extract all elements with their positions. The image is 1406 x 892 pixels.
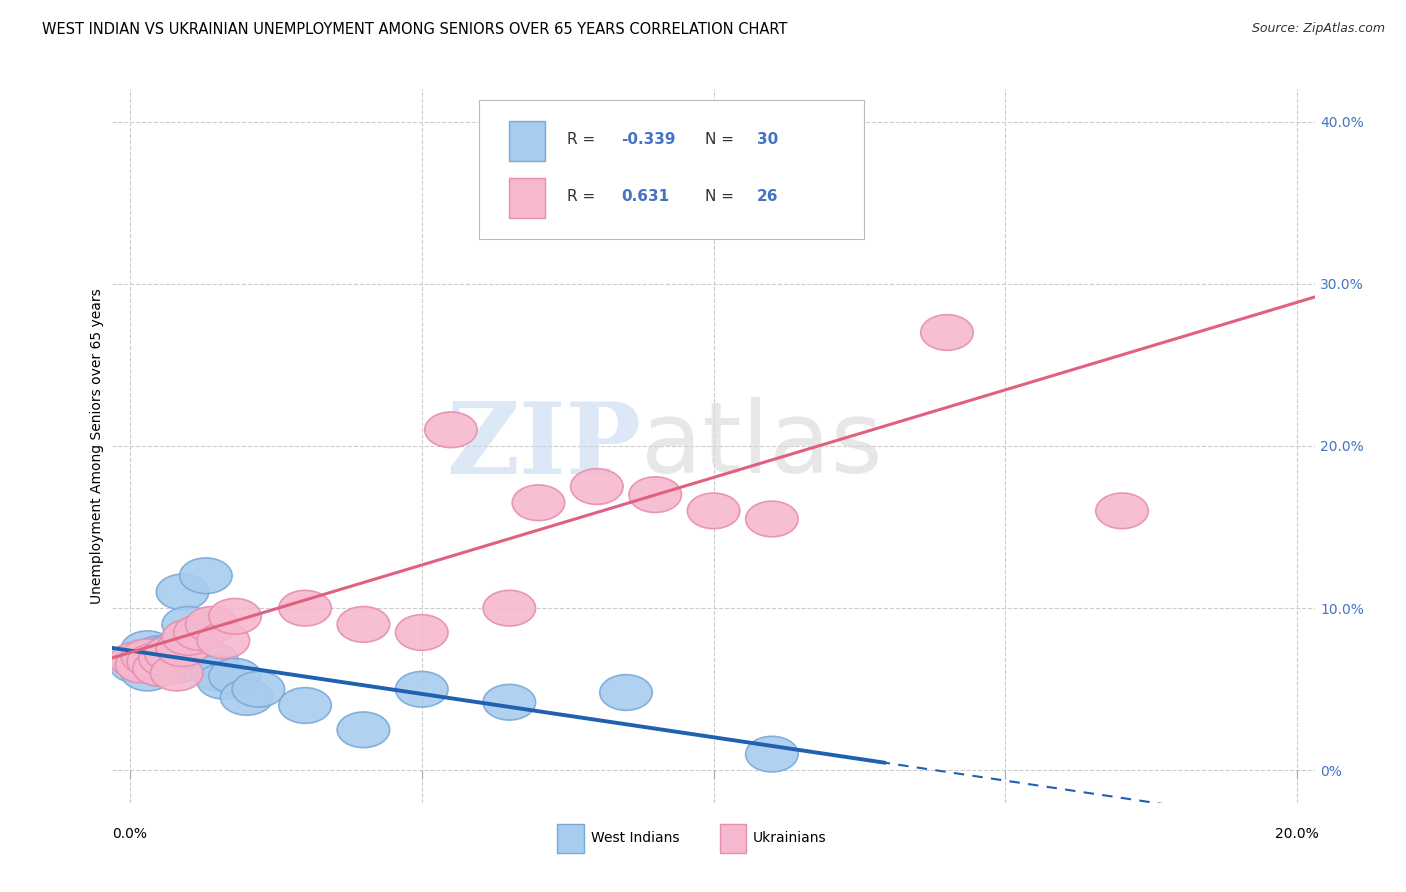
Ellipse shape [278,591,332,626]
Text: N =: N = [706,189,740,203]
Ellipse shape [337,607,389,642]
Ellipse shape [425,412,477,448]
Ellipse shape [121,656,174,691]
Ellipse shape [571,468,623,504]
Text: R =: R = [567,189,605,203]
Ellipse shape [186,607,238,642]
Text: 0.0%: 0.0% [112,827,148,841]
Ellipse shape [484,591,536,626]
Ellipse shape [197,623,250,658]
Ellipse shape [110,647,162,682]
Ellipse shape [150,647,202,682]
Text: N =: N = [706,132,740,146]
Text: R =: R = [567,132,600,146]
Text: 20.0%: 20.0% [1275,827,1319,841]
Ellipse shape [110,642,162,678]
Ellipse shape [208,599,262,634]
Text: Ukrainians: Ukrainians [754,831,827,846]
Ellipse shape [600,674,652,710]
Ellipse shape [395,615,449,650]
Ellipse shape [162,607,215,642]
Text: atlas: atlas [641,398,883,494]
Ellipse shape [139,638,191,673]
Ellipse shape [186,642,238,678]
Ellipse shape [174,615,226,650]
Ellipse shape [167,631,221,666]
Ellipse shape [337,712,389,747]
Ellipse shape [145,634,197,670]
Ellipse shape [127,647,180,682]
Ellipse shape [1095,493,1149,529]
Ellipse shape [745,501,799,537]
Ellipse shape [484,684,536,720]
Ellipse shape [191,656,243,691]
Ellipse shape [134,636,186,672]
Ellipse shape [395,672,449,707]
Ellipse shape [541,161,593,196]
Ellipse shape [208,658,262,694]
Y-axis label: Unemployment Among Seniors over 65 years: Unemployment Among Seniors over 65 years [90,288,104,604]
Ellipse shape [145,644,197,680]
Ellipse shape [150,642,202,678]
Text: WEST INDIAN VS UKRAINIAN UNEMPLOYMENT AMONG SENIORS OVER 65 YEARS CORRELATION CH: WEST INDIAN VS UKRAINIAN UNEMPLOYMENT AM… [42,22,787,37]
FancyBboxPatch shape [557,824,583,853]
Ellipse shape [278,688,332,723]
Ellipse shape [162,620,215,656]
Ellipse shape [150,656,202,691]
Ellipse shape [156,631,208,666]
FancyBboxPatch shape [720,824,747,853]
Ellipse shape [121,639,174,674]
Ellipse shape [127,644,180,680]
Text: 0.631: 0.631 [621,189,669,203]
Ellipse shape [115,647,167,682]
Ellipse shape [139,640,191,676]
FancyBboxPatch shape [509,178,546,218]
FancyBboxPatch shape [509,121,546,161]
Ellipse shape [145,636,197,672]
Ellipse shape [921,315,973,351]
Ellipse shape [180,558,232,593]
Text: ZIP: ZIP [447,398,641,494]
Ellipse shape [134,650,186,686]
Ellipse shape [688,493,740,529]
FancyBboxPatch shape [479,100,863,239]
Text: 30: 30 [756,132,778,146]
Ellipse shape [127,642,180,678]
Ellipse shape [628,477,682,513]
Ellipse shape [745,736,799,772]
Ellipse shape [139,640,191,676]
Ellipse shape [134,650,186,686]
Ellipse shape [197,664,250,699]
Text: Source: ZipAtlas.com: Source: ZipAtlas.com [1251,22,1385,36]
Ellipse shape [156,574,208,610]
Text: West Indians: West Indians [591,831,679,846]
Ellipse shape [121,631,174,666]
Ellipse shape [115,639,167,674]
Ellipse shape [232,672,284,707]
Text: 26: 26 [756,189,779,203]
Ellipse shape [512,485,565,521]
Text: -0.339: -0.339 [621,132,675,146]
Ellipse shape [221,680,273,715]
